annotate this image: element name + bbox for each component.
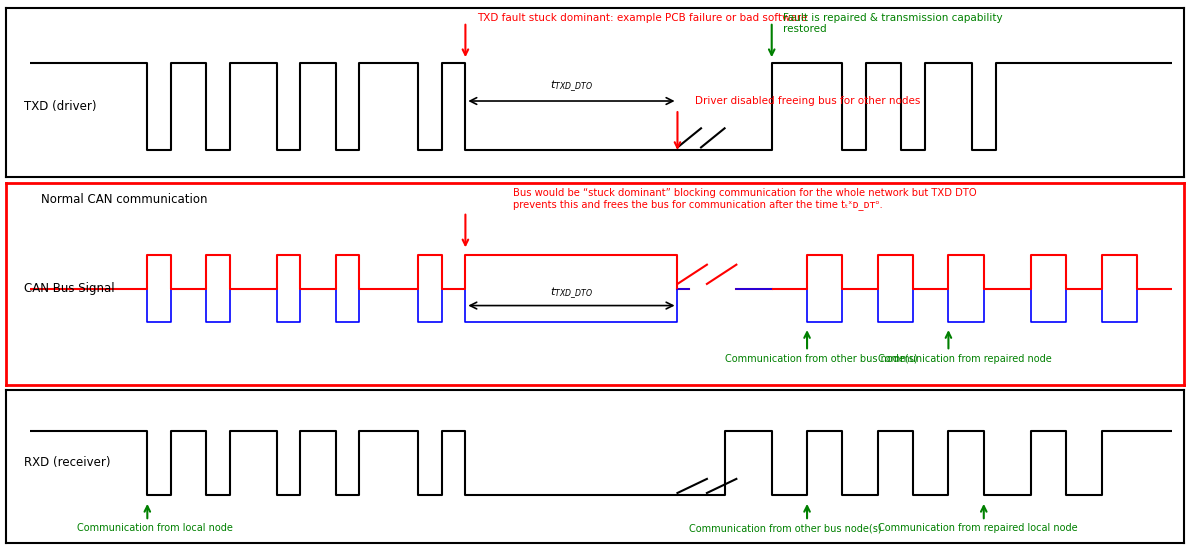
Text: Communication from local node: Communication from local node: [76, 523, 232, 533]
Text: $t_{TXD\_DTO}$: $t_{TXD\_DTO}$: [550, 79, 593, 94]
Text: TXD (driver): TXD (driver): [24, 100, 96, 113]
Text: Bus would be “stuck dominant” blocking communication for the whole network but T: Bus would be “stuck dominant” blocking c…: [513, 188, 976, 210]
Text: TXD fault stuck dominant: example PCB failure or bad software: TXD fault stuck dominant: example PCB fa…: [477, 13, 808, 22]
Text: Fault is repaired & transmission capability
restored: Fault is repaired & transmission capabil…: [783, 13, 1003, 34]
Text: Driver disabled freeing bus for other nodes: Driver disabled freeing bus for other no…: [695, 96, 921, 106]
Text: $t_{TXD\_DTO}$: $t_{TXD\_DTO}$: [550, 286, 593, 301]
Text: Communication from other bus node(s): Communication from other bus node(s): [725, 354, 917, 364]
Text: Communication from repaired local node: Communication from repaired local node: [878, 523, 1077, 533]
Text: Normal CAN communication: Normal CAN communication: [42, 193, 208, 205]
Text: CAN Bus Signal: CAN Bus Signal: [24, 282, 114, 295]
Text: RXD (receiver): RXD (receiver): [24, 456, 111, 470]
Text: Communication from repaired node: Communication from repaired node: [878, 354, 1052, 364]
Text: Communication from other bus node(s): Communication from other bus node(s): [689, 523, 882, 533]
